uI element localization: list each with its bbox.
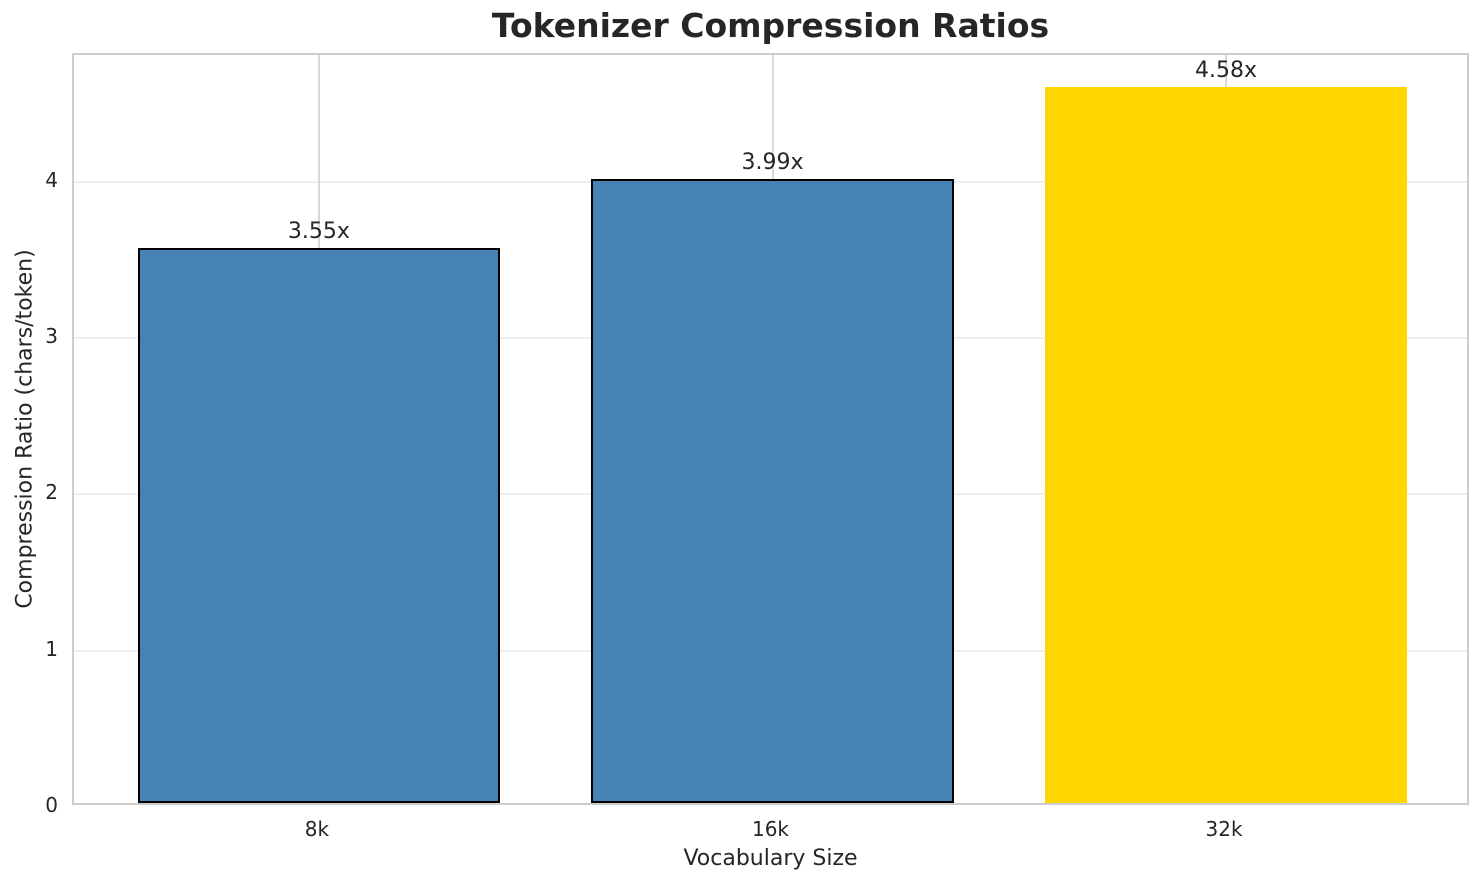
y-tick-label: 3 [45,323,58,348]
chart-title: Tokenizer Compression Ratios [491,6,1050,45]
y-tick-label: 0 [45,793,58,817]
plot-area: 3.55x 3.99x 4.58x [72,53,1469,805]
bar-value-label: 3.55x [287,218,350,244]
x-tick-label: 16k [751,817,790,841]
y-axis-label: Compression Ratio (chars/token) [12,249,38,609]
y-tick-label: 1 [45,636,58,661]
x-tick-label: 8k [304,817,330,841]
x-axis-label: Vocabulary Size [683,846,858,871]
x-tick-label: 32k [1205,817,1243,841]
bar-8k [137,248,501,803]
y-tick-label: 4 [45,167,58,192]
bar-value-label: 4.58x [1195,57,1258,83]
y-tick-label: 2 [45,480,58,505]
bar-value-label: 3.99x [741,150,804,176]
bar-32k [1044,86,1408,803]
bar-16k [591,179,954,803]
